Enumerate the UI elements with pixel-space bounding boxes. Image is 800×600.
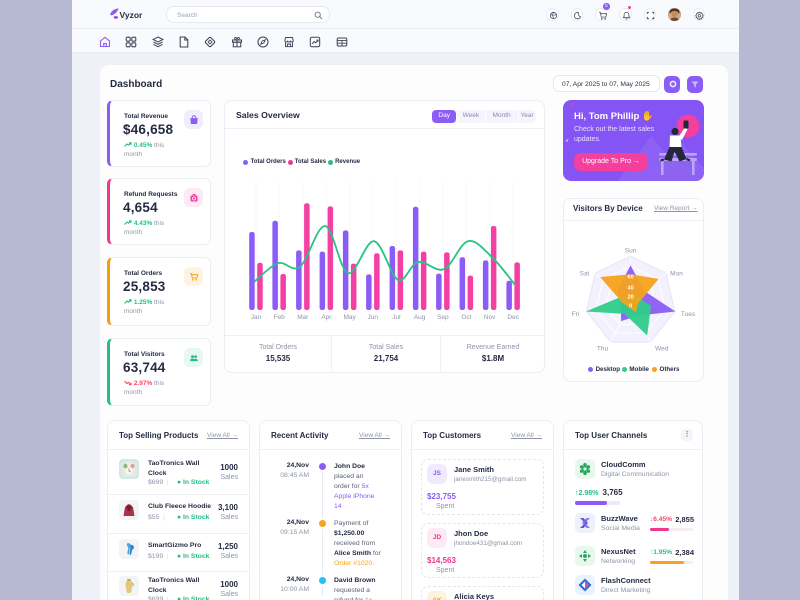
svg-text:Wed: Wed (655, 346, 669, 353)
svg-text:Fri: Fri (572, 311, 580, 318)
svg-text:Mon: Mon (670, 271, 683, 278)
svg-text:Tues: Tues (681, 311, 696, 318)
svg-text:0: 0 (629, 304, 632, 310)
svg-text:Sun: Sun (625, 248, 637, 255)
svg-text:20: 20 (628, 295, 634, 301)
svg-text:60: 60 (628, 275, 634, 281)
svg-text:Sat: Sat (580, 271, 590, 278)
svg-text:Thu: Thu (597, 346, 609, 353)
svg-text:40: 40 (628, 286, 634, 292)
